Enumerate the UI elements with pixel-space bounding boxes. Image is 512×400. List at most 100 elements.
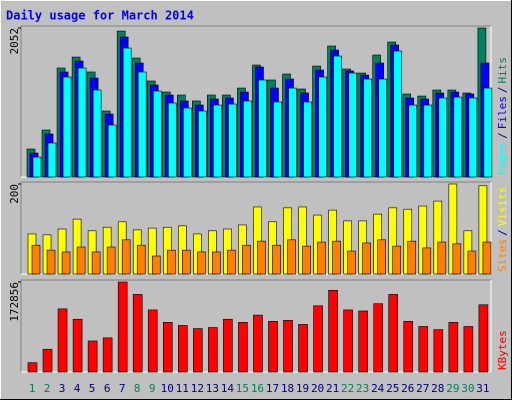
bar	[238, 322, 248, 373]
bar	[152, 90, 162, 178]
bar	[343, 309, 353, 373]
bar	[213, 104, 222, 178]
x-tick-label: 31	[476, 382, 489, 395]
x-tick-label: 12	[191, 382, 204, 395]
x-tick-label: 17	[266, 382, 279, 395]
x-tick-label: 28	[431, 382, 444, 395]
x-tick-label: 13	[206, 382, 219, 395]
bar	[272, 244, 281, 275]
y-tick-label: 2052	[8, 28, 21, 55]
bar	[72, 318, 83, 373]
bar	[378, 78, 387, 178]
bar	[147, 309, 158, 373]
bar	[302, 245, 311, 275]
bar	[166, 249, 176, 275]
bar	[468, 97, 478, 178]
bar	[91, 251, 101, 275]
bar	[347, 250, 356, 275]
bar	[433, 329, 444, 373]
bar	[423, 104, 433, 178]
bar	[448, 322, 459, 373]
x-tick-label: 16	[251, 382, 264, 395]
bar	[151, 255, 161, 275]
x-tick-label: 29	[446, 382, 459, 395]
bar	[47, 142, 57, 178]
bar	[452, 243, 462, 275]
bar	[27, 362, 38, 373]
legend-entry: Sites	[496, 239, 509, 272]
x-tick-label: 8	[134, 382, 141, 395]
bar	[242, 244, 251, 275]
legend-separator: /	[496, 229, 509, 236]
bar	[257, 240, 266, 275]
bar	[268, 321, 278, 373]
bar	[117, 281, 128, 373]
bar	[298, 324, 308, 373]
bar	[453, 96, 463, 178]
x-tick-label: 7	[119, 382, 126, 395]
bar	[106, 246, 116, 275]
x-tick-label: 19	[296, 382, 309, 395]
y-tick-label: 200	[8, 184, 21, 204]
bar	[283, 319, 293, 373]
legend-entry: Visits	[496, 187, 509, 227]
bar	[318, 76, 327, 178]
bar	[363, 78, 372, 178]
bar	[223, 318, 233, 373]
bar	[132, 294, 143, 373]
bar	[407, 240, 417, 275]
bar	[42, 348, 53, 373]
bar	[107, 124, 117, 178]
bar	[228, 103, 237, 178]
bar	[317, 241, 326, 275]
bar	[77, 67, 87, 178]
bar	[178, 325, 188, 373]
bar	[197, 251, 206, 275]
x-tick-label: 10	[161, 382, 174, 395]
bar	[212, 251, 221, 275]
x-tick-label: 2	[44, 382, 51, 395]
x-tick-label: 6	[104, 382, 111, 395]
bar	[208, 327, 218, 373]
bar	[87, 340, 98, 373]
x-tick-label: 25	[386, 382, 399, 395]
bar	[287, 239, 296, 275]
x-tick-label: 3	[59, 382, 66, 395]
bar	[162, 322, 173, 373]
x-tick-label: 5	[89, 382, 96, 395]
bar	[303, 101, 312, 178]
bar	[167, 102, 177, 178]
bar	[32, 156, 42, 178]
y-tick-label: 172856	[8, 282, 21, 322]
legend-separator: /	[496, 87, 509, 94]
bar	[328, 289, 338, 373]
bar	[332, 240, 341, 275]
bar	[403, 321, 414, 373]
legend-entry: Files	[496, 96, 509, 129]
legend-entry: Pages	[496, 142, 509, 175]
x-tick-label: 24	[371, 382, 385, 395]
bar	[137, 71, 147, 178]
legend: Pages / Files / Hits	[496, 57, 509, 175]
bar	[313, 305, 323, 373]
x-tick-label: 27	[416, 382, 429, 395]
bar	[198, 110, 207, 178]
bar	[182, 249, 191, 275]
bar	[463, 326, 474, 373]
x-tick-label: 21	[326, 382, 339, 395]
bar	[358, 310, 368, 373]
bar	[102, 337, 113, 373]
bar	[92, 89, 102, 178]
bar	[373, 303, 383, 373]
bar	[253, 314, 263, 373]
bar	[408, 104, 418, 178]
bar	[61, 251, 71, 275]
bar	[62, 76, 72, 178]
x-tick-label: 22	[341, 382, 354, 395]
x-tick-label: 18	[281, 382, 294, 395]
bar	[483, 87, 493, 178]
x-tick-label: 4	[74, 382, 81, 395]
bar	[121, 239, 131, 275]
